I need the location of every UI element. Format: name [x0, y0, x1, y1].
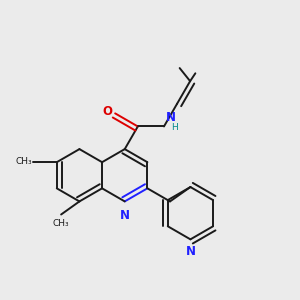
Text: CH₃: CH₃	[15, 157, 32, 166]
Text: N: N	[186, 245, 196, 258]
Text: N: N	[120, 209, 130, 222]
Text: O: O	[103, 105, 113, 119]
Text: CH₃: CH₃	[53, 219, 69, 228]
Text: N: N	[166, 111, 176, 124]
Text: H: H	[171, 123, 178, 132]
